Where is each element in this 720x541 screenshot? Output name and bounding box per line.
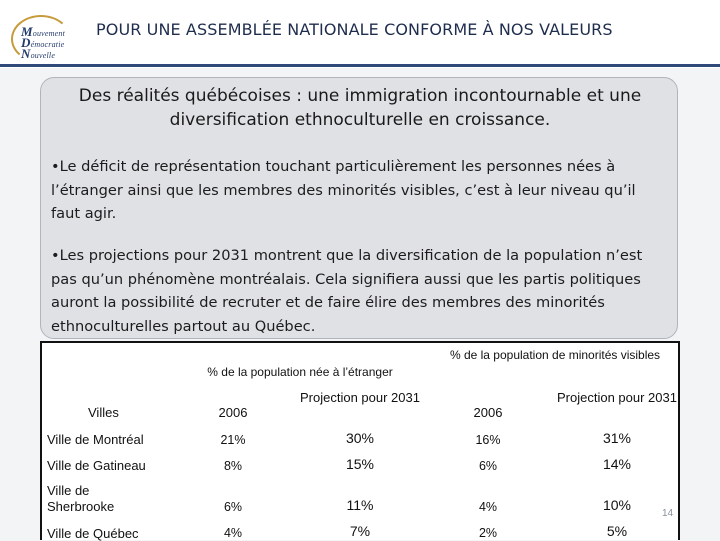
slide-header: Mouvement Démocratie Nouvelle POUR UNE A… <box>0 0 720 68</box>
col-header-villes: Villes <box>88 405 119 420</box>
cell-montreal-2006-b: 16% <box>475 433 501 447</box>
party-logo: Mouvement Démocratie Nouvelle <box>7 14 71 63</box>
row-label-sherbrooke: Ville de Sherbrooke <box>47 483 115 514</box>
group-header-foreign-born: % de la population née à l’étranger <box>207 365 393 379</box>
row-label-gatineau: Ville de Gatineau <box>47 458 146 473</box>
col-header-2031-a: Projection pour 2031 <box>300 390 420 405</box>
slide-title: POUR UNE ASSEMBLÉE NATIONALE CONFORME À … <box>96 20 613 39</box>
cell-quebec-2031-a: 7% <box>349 523 371 539</box>
group-header-visible-minorities: % de la population de minorités visibles <box>449 348 661 362</box>
col-header-2006-b: 2006 <box>473 405 503 420</box>
stats-table: % de la population née à l’étranger % de… <box>40 341 680 541</box>
logo-initial-d: D <box>21 35 31 50</box>
logo-swoosh-icon <box>11 15 71 63</box>
bullet-2: •Les projections pour 2031 montrent que … <box>51 247 643 335</box>
row-label-quebec: Ville de Québec <box>47 526 139 541</box>
cell-gatineau-2006-b: 6% <box>478 459 498 473</box>
row-label-montreal: Ville de Montréal <box>47 432 144 447</box>
cell-sherbrooke-2031-a: 11% <box>346 497 374 513</box>
cell-montreal-2031-a: 30% <box>345 430 375 446</box>
cell-gatineau-2031-b: 14% <box>602 456 632 472</box>
page-number: 14 <box>662 508 674 519</box>
cell-sherbrooke-2006-b: 4% <box>478 500 498 514</box>
logo-initial-n: N <box>21 46 31 61</box>
box-title: Des réalités québécoises : une immigrati… <box>41 84 679 132</box>
cell-quebec-2006-b: 2% <box>478 526 498 540</box>
box-title-period: . <box>544 110 551 130</box>
col-header-2006-a: 2006 <box>218 405 248 420</box>
content-box: Des réalités québécoises : une immigrati… <box>40 77 678 339</box>
cell-gatineau-2031-a: 15% <box>345 456 375 472</box>
cell-quebec-2006-a: 4% <box>223 526 243 540</box>
cell-montreal-2031-b: 31% <box>602 430 632 446</box>
bullet-1: •Le déficit de représentation touchant p… <box>51 158 636 222</box>
cell-montreal-2006-a: 21% <box>220 433 246 447</box>
box-title-text: Des réalités québécoises : une immigrati… <box>78 86 642 130</box>
logo-line-2: émocratie <box>30 40 65 49</box>
cell-quebec-2031-b: 5% <box>606 523 628 539</box>
col-header-2031-b: Projection pour 2031 <box>557 390 677 405</box>
logo-initial-m: M <box>21 24 33 39</box>
logo-line-1: ouvement <box>32 29 66 38</box>
cell-gatineau-2006-a: 8% <box>223 459 243 473</box>
header-rule <box>0 64 720 67</box>
cell-sherbrooke-2031-b: 10% <box>602 497 632 513</box>
logo-line-3: ouvelle <box>30 51 56 60</box>
cell-sherbrooke-2006-a: 6% <box>223 500 243 514</box>
